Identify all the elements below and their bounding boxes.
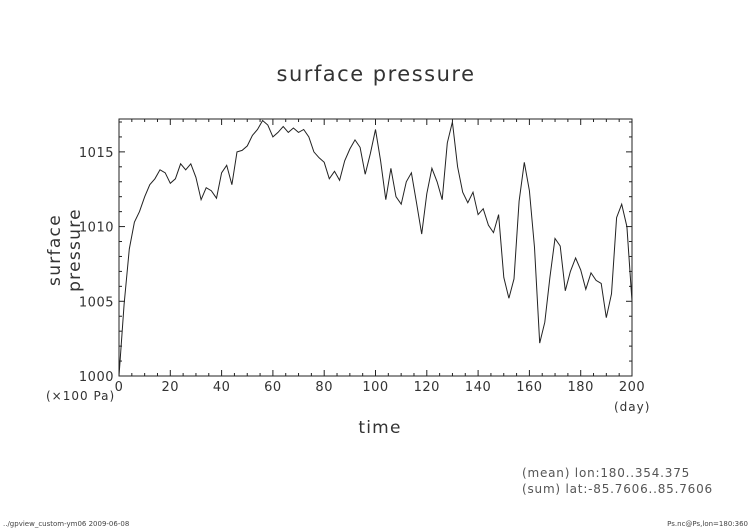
x-tick-label: 160 [516, 380, 542, 395]
x-tick-label: 200 [619, 380, 645, 395]
y-axis-units: (×100 Pa) [46, 389, 116, 403]
y-tick-label: 1015 [79, 146, 114, 161]
x-tick-label: 0 [115, 380, 124, 395]
x-tick-label: 40 [213, 380, 231, 395]
x-tick-label: 80 [315, 380, 333, 395]
x-axis-label: time [358, 418, 402, 438]
y-axis-label: surface pressure [45, 208, 85, 292]
x-axis-units: (day) [614, 400, 651, 414]
plot-frame [118, 118, 633, 377]
chart-title: surface pressure [276, 62, 476, 86]
x-tick-label: 60 [264, 380, 282, 395]
x-tick-label: 180 [568, 380, 594, 395]
annotation-mean: (mean) lon:180..354.375 [522, 466, 691, 480]
x-tick-label: 100 [362, 380, 388, 395]
x-tick-label: 140 [465, 380, 491, 395]
footer-left: ../gpview_custom-ym06 2009-06-08 [3, 520, 130, 528]
footer-right: Ps.nc@Ps,lon=180:360 [667, 520, 748, 528]
x-tick-label: 120 [414, 380, 440, 395]
series-line [118, 119, 633, 377]
y-tick-label: 1005 [79, 295, 114, 310]
y-tick-label: 1010 [79, 221, 114, 236]
x-tick-label: 20 [162, 380, 180, 395]
annotation-sum: (sum) lat:-85.7606..85.7606 [522, 482, 713, 496]
tick-labels: 0 20 40 60 80 100 120 140 160 180 200 1000 1005 1010 1… [79, 146, 645, 395]
axis-ticks [118, 119, 633, 377]
y-tick-label: 1000 [79, 370, 114, 385]
